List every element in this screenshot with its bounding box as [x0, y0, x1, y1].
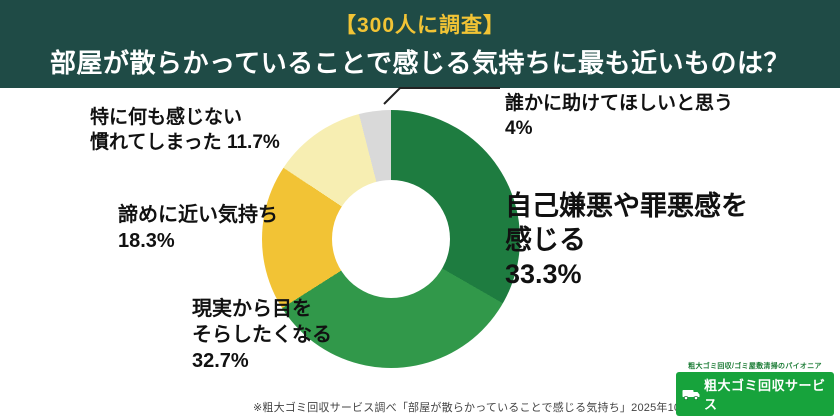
- survey-sample-title: 【300人に調査】: [334, 13, 506, 37]
- source-footnote: ※粗大ゴミ回収サービス調べ「部屋が散らかっていることで感じる気持ち」2025年1…: [253, 402, 692, 414]
- slice-label-self-loathing: 自己嫌悪や罪悪感を 感じる 33.3%: [505, 191, 748, 289]
- slice-label-resignation: 諦めに近い気持ち 18.3%: [118, 204, 278, 252]
- slice-label-want-help: 誰かに助けてほしいと思う 4%: [505, 93, 734, 139]
- slice-label-look-away: 現実から目を そらしたくなる 32.7%: [192, 298, 332, 372]
- truck-icon: [682, 389, 700, 400]
- header-banner: 【300人に調査】 部屋が散らかっていることで感じる気持ちに最も近いものは？: [0, 0, 840, 88]
- brand-name: 粗大ゴミ回収サービス: [704, 378, 826, 412]
- brand-tagline: 粗大ゴミ回収/ゴミ屋敷清掃のパイオニア: [688, 363, 822, 370]
- slice-label-no-feeling: 特に何も感じない 慣れてしまった 11.7%: [90, 107, 280, 153]
- brand-bar: 粗大ゴミ回収サービス: [676, 372, 834, 416]
- donut-hole: [332, 180, 450, 298]
- survey-question-title: 部屋が散らかっていることで感じる気持ちに最も近いものは？: [50, 47, 790, 78]
- donut-chart: [262, 110, 520, 368]
- brand-logo: 粗大ゴミ回収/ゴミ屋敷清掃のパイオニア 粗大ゴミ回収サービス: [676, 361, 834, 416]
